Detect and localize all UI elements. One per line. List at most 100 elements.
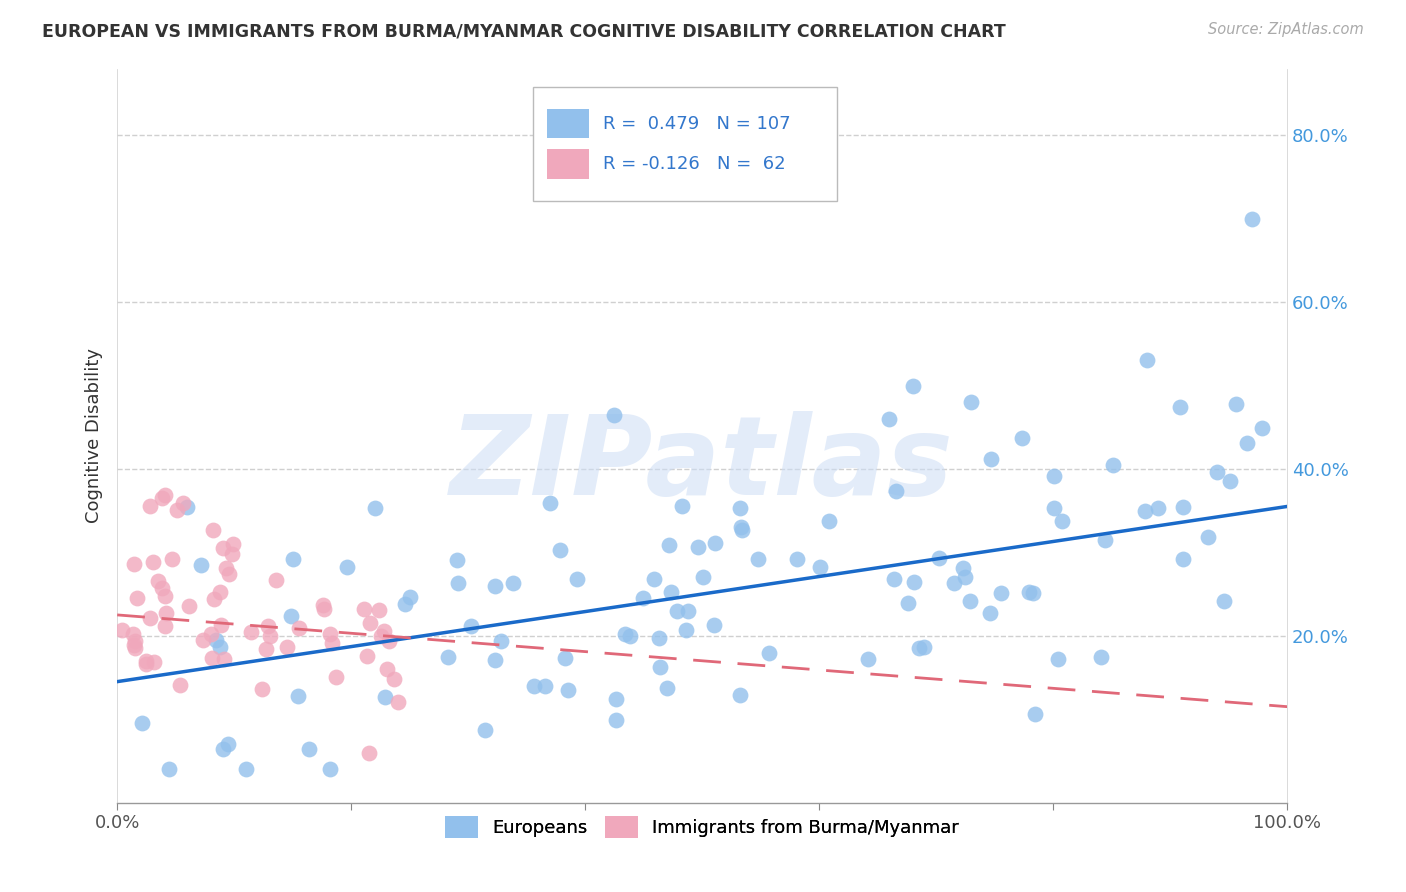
Point (903, 574, 925, 589)
Text: R =  0.479   N = 107: R = 0.479 N = 107 (603, 114, 790, 133)
Point (256, 619, 278, 633)
Point (1094, 533, 1116, 548)
Point (359, 616, 381, 631)
Point (747, 551, 769, 566)
Point (139, 611, 162, 625)
Point (603, 408, 626, 422)
Point (908, 640, 931, 655)
Point (643, 572, 665, 586)
Point (1011, 431, 1033, 445)
Point (1043, 468, 1066, 483)
Point (1240, 211, 1263, 226)
Point (266, 573, 288, 587)
Point (665, 603, 688, 617)
Point (212, 742, 235, 756)
Point (364, 500, 387, 515)
Point (928, 551, 950, 566)
Point (460, 619, 482, 633)
Point (321, 636, 343, 650)
Point (554, 651, 576, 665)
Point (157, 762, 180, 776)
Point (298, 742, 321, 756)
Point (692, 570, 714, 584)
Point (288, 621, 311, 635)
Point (212, 652, 235, 666)
Point (312, 601, 335, 615)
Point (619, 629, 641, 643)
Point (283, 552, 305, 566)
Point (208, 584, 231, 599)
FancyBboxPatch shape (547, 109, 589, 138)
Text: EUROPEAN VS IMMIGRANTS FROM BURMA/MYANMAR COGNITIVE DISABILITY CORRELATION CHART: EUROPEAN VS IMMIGRANTS FROM BURMA/MYANMA… (42, 22, 1005, 40)
Point (1133, 504, 1156, 518)
Point (884, 483, 907, 498)
Legend: Europeans, Immigrants from Burma/Myanmar: Europeans, Immigrants from Burma/Myanmar (437, 808, 966, 845)
Point (124, 640, 146, 655)
Point (150, 491, 173, 505)
Point (484, 653, 506, 667)
Point (1042, 501, 1064, 516)
Text: ZIPatlas: ZIPatlas (450, 411, 955, 518)
Point (378, 634, 401, 648)
Point (952, 561, 974, 575)
FancyBboxPatch shape (547, 149, 589, 178)
Point (221, 547, 243, 561)
Point (960, 395, 983, 409)
Point (728, 500, 751, 515)
Point (201, 523, 224, 537)
Point (1018, 585, 1040, 599)
Point (373, 624, 395, 638)
Point (1090, 649, 1112, 664)
Point (218, 567, 240, 582)
Point (1022, 586, 1045, 600)
Point (382, 673, 405, 687)
Point (818, 515, 841, 529)
Point (613, 626, 636, 640)
Point (176, 500, 198, 515)
Point (177, 599, 200, 613)
Point (1250, 421, 1272, 435)
Point (955, 570, 977, 584)
Point (153, 618, 176, 632)
Point (209, 618, 232, 632)
Point (201, 650, 224, 665)
Point (548, 542, 571, 557)
Point (1225, 397, 1247, 411)
Point (239, 624, 262, 639)
Point (703, 618, 725, 632)
Point (146, 574, 169, 589)
Point (605, 714, 627, 728)
Point (730, 520, 752, 534)
Point (1197, 530, 1219, 544)
Point (879, 412, 901, 426)
Point (155, 606, 177, 620)
Point (446, 553, 468, 567)
Point (557, 682, 579, 697)
Point (631, 591, 654, 606)
Point (942, 576, 965, 591)
Point (437, 649, 460, 664)
Point (135, 657, 157, 671)
Point (502, 576, 524, 591)
Point (193, 633, 215, 648)
Point (367, 603, 389, 617)
Point (675, 623, 697, 637)
Point (1024, 706, 1046, 721)
Point (1206, 465, 1229, 479)
Point (142, 555, 165, 569)
Point (190, 558, 212, 572)
Point (160, 551, 183, 566)
Point (205, 632, 228, 647)
Point (121, 627, 143, 641)
Point (222, 537, 245, 551)
Point (671, 499, 693, 513)
Point (254, 642, 277, 657)
Point (648, 659, 671, 673)
Point (127, 591, 149, 605)
Point (394, 597, 416, 611)
Point (287, 689, 309, 703)
Point (1173, 551, 1195, 566)
Point (215, 561, 238, 575)
Point (538, 496, 561, 510)
Point (1136, 353, 1159, 368)
